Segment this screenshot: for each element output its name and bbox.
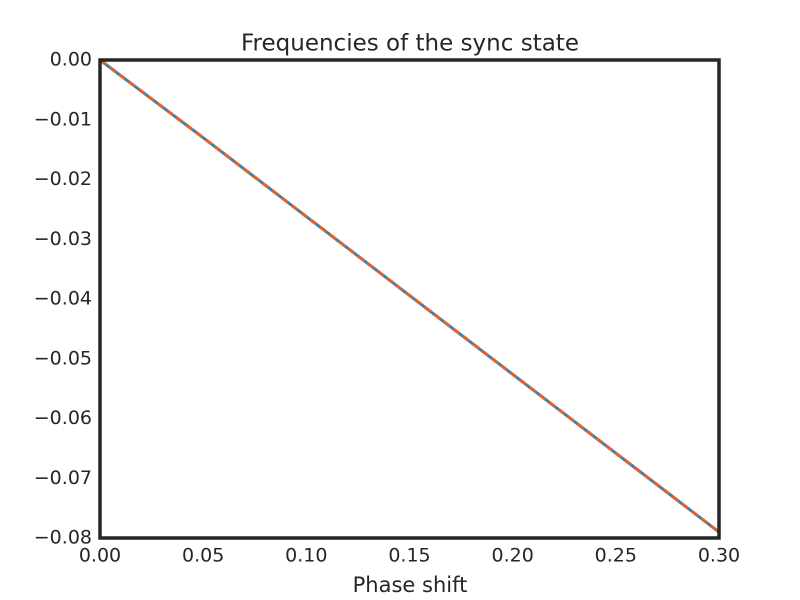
- y-tick-label: −0.03: [34, 228, 92, 250]
- y-tick-label: −0.08: [34, 527, 92, 549]
- x-tick-label: 0.15: [388, 545, 430, 567]
- y-tick-label: −0.06: [34, 407, 92, 429]
- x-tick-label: 0.20: [492, 545, 534, 567]
- plot-frame: [98, 58, 721, 540]
- x-tick-label: 0.30: [698, 545, 740, 567]
- line-series: [99, 58, 720, 534]
- y-tick-label: −0.07: [34, 467, 92, 489]
- x-tick-label: 0.05: [182, 545, 224, 567]
- chart-title: Frequencies of the sync state: [241, 31, 579, 57]
- y-tick-label: −0.02: [34, 168, 92, 190]
- y-tick-label: 0.00: [50, 49, 92, 71]
- x-tick-label: 0.25: [595, 545, 637, 567]
- x-tick-label: 0.00: [79, 545, 121, 567]
- x-axis-label: Phase shift: [353, 573, 468, 597]
- x-tick-label: 0.10: [285, 545, 327, 567]
- y-tick-label: −0.05: [34, 347, 92, 369]
- y-tick-label: −0.01: [34, 108, 92, 130]
- y-tick-label: −0.04: [34, 288, 92, 310]
